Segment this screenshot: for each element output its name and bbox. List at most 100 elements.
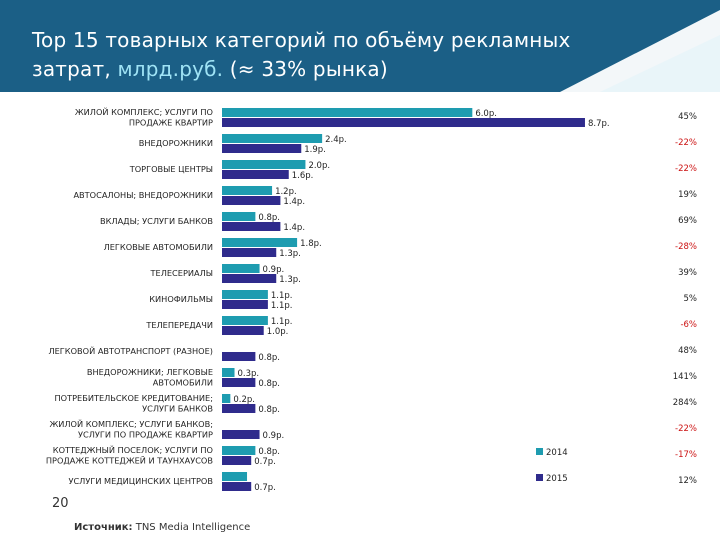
- data-label-2014: 0.8р.: [258, 447, 280, 457]
- category-label: ВКЛАДЫ; УСЛУГИ БАНКОВ: [100, 216, 213, 226]
- data-label-2014: 0.2р.: [233, 395, 255, 405]
- data-label-2015: 1.4р.: [283, 223, 305, 233]
- bar-2014: [222, 264, 260, 273]
- change-pct: 141%: [673, 372, 697, 382]
- category-label: ПОТРЕБИТЕЛЬСКОЕ КРЕДИТОВАНИЕ; УСЛУГИ БАНК…: [55, 393, 214, 414]
- title-unit-highlight: млрд.руб.: [117, 57, 224, 81]
- bar-2014: [222, 446, 256, 455]
- bar-2015: [222, 170, 289, 179]
- bar-2015: [222, 300, 268, 309]
- change-pct: 48%: [678, 346, 697, 356]
- bar-2015: [222, 482, 252, 491]
- title-line-2-post: (≈ 33% рынка): [223, 57, 388, 81]
- bar-2015: [222, 144, 302, 153]
- source-text: TNS Media Intelligence: [132, 522, 251, 533]
- bar-2015: [222, 248, 277, 257]
- bar-2015: [222, 118, 585, 127]
- bar-2015: [222, 352, 256, 361]
- bar-2015: [222, 274, 277, 283]
- change-pct: -22%: [675, 424, 697, 434]
- category-label: ЖИЛОЙ КОМПЛЕКС; УСЛУГИ ПО ПРОДАЖЕ КВАРТИР: [75, 106, 213, 128]
- data-label-2014: 0.9р.: [263, 265, 285, 275]
- change-pct: 39%: [678, 268, 697, 278]
- category-label: УСЛУГИ МЕДИЦИНСКИХ ЦЕНТРОВ: [68, 476, 213, 486]
- change-pct: -22%: [675, 138, 697, 148]
- data-label-2015: 1.3р.: [279, 249, 301, 259]
- title-line-1: Top 15 товарных категорий по объёму рекл…: [32, 28, 571, 52]
- data-label-2015: 1.9р.: [304, 145, 326, 155]
- legend-swatch-2015: [536, 474, 543, 481]
- bar-2015: [222, 404, 256, 413]
- data-label-2015: 1.1р.: [271, 301, 293, 311]
- bar-2014: [222, 108, 473, 117]
- bar-2015: [222, 326, 264, 335]
- category-label: ТОРГОВЫЕ ЦЕНТРЫ: [129, 164, 213, 174]
- change-pct: 5%: [684, 294, 698, 304]
- bar-2014: [222, 316, 268, 325]
- legend-swatch-2014: [536, 448, 543, 455]
- data-label-2014: 1.1р.: [271, 291, 293, 301]
- source-label: Источник:: [74, 522, 133, 533]
- change-pct: -28%: [675, 242, 697, 252]
- category-label: АВТОСАЛОНЫ; ВНЕДОРОЖНИКИ: [73, 190, 213, 200]
- bar-2014: [222, 394, 231, 403]
- title-line-2-pre: затрат,: [32, 57, 118, 81]
- bar-2014: [222, 186, 273, 195]
- bar-2014: [222, 160, 306, 169]
- header-accent-shape: [560, 10, 720, 92]
- data-label-2014: 0.3р.: [238, 369, 260, 379]
- page-number: 20: [52, 496, 69, 511]
- data-label-2015: 1.0р.: [267, 327, 289, 337]
- data-label-2015: 0.9р.: [263, 431, 285, 441]
- category-label: ВНЕДОРОЖНИКИ: [139, 138, 213, 148]
- bar-2014: [222, 472, 248, 481]
- change-pct: 12%: [678, 476, 697, 486]
- bar-2015: [222, 378, 256, 387]
- change-pct: 45%: [678, 112, 697, 122]
- page-title: Top 15 товарных категорий по объёму рекл…: [32, 26, 632, 84]
- category-label: КИНОФИЛЬМЫ: [149, 294, 213, 304]
- bar-2014: [222, 290, 268, 299]
- header-banner: Top 15 товарных категорий по объёму рекл…: [0, 0, 720, 92]
- data-label-2015: 1.4р.: [283, 197, 305, 207]
- data-label-2014: 1.2р.: [275, 187, 297, 197]
- legend-label-2015: 2015: [546, 474, 568, 484]
- bar-chart: ЖИЛОЙ КОМПЛЕКС; УСЛУГИ ПО ПРОДАЖЕ КВАРТИР…: [46, 106, 698, 493]
- bar-2015: [222, 456, 252, 465]
- data-label-2015: 8.7р.: [588, 119, 610, 129]
- data-label-2015: 0.8р.: [258, 353, 280, 363]
- data-label-2015: 1.3р.: [279, 275, 301, 285]
- category-label: ТЕЛЕПЕРЕДАЧИ: [145, 320, 213, 330]
- category-label: ТЕЛЕСЕРИАЛЫ: [150, 268, 213, 278]
- bar-2014: [222, 368, 235, 377]
- source-note: Источник: TNS Media Intelligence: [74, 522, 250, 533]
- bar-2015: [222, 196, 281, 205]
- data-label-2015: 0.8р.: [258, 405, 280, 415]
- title-line-2: затрат, млрд.руб. (≈ 33% рынка): [32, 55, 632, 84]
- change-pct: 69%: [678, 216, 697, 226]
- change-pct: 19%: [678, 190, 697, 200]
- data-label-2015: 0.7р.: [254, 457, 276, 467]
- category-label: ЖИЛОЙ КОМПЛЕКС; УСЛУГИ БАНКОВ; УСЛУГИ ПО …: [49, 418, 213, 440]
- category-label: ЛЕГКОВОЙ АВТОТРАНСПОРТ (РАЗНОЕ): [48, 345, 213, 356]
- bar-2014: [222, 238, 298, 247]
- category-label: ЛЕГКОВЫЕ АВТОМОБИЛИ: [104, 242, 213, 252]
- data-label-2014: 0.8р.: [258, 213, 280, 223]
- category-label: КОТТЕДЖНЫЙ ПОСЕЛОК; УСЛУГИ ПО ПРОДАЖЕ КОТ…: [46, 444, 214, 466]
- data-label-2015: 0.7р.: [254, 483, 276, 493]
- data-label-2014: 2.0р.: [308, 161, 330, 171]
- bar-2014: [222, 134, 323, 143]
- data-label-2014: 1.8р.: [300, 239, 322, 249]
- change-pct: 284%: [673, 398, 697, 408]
- data-label-2015: 0.8р.: [258, 379, 280, 389]
- data-label-2014: 1.1р.: [271, 317, 293, 327]
- legend-label-2014: 2014: [546, 448, 568, 458]
- data-label-2015: 1.6р.: [292, 171, 314, 181]
- change-pct: -22%: [675, 164, 697, 174]
- data-label-2014: 2.4р.: [325, 135, 347, 145]
- change-pct: -6%: [680, 320, 697, 330]
- bar-2014: [222, 212, 256, 221]
- change-pct: -17%: [675, 450, 697, 460]
- data-label-2014: 6.0р.: [475, 109, 497, 119]
